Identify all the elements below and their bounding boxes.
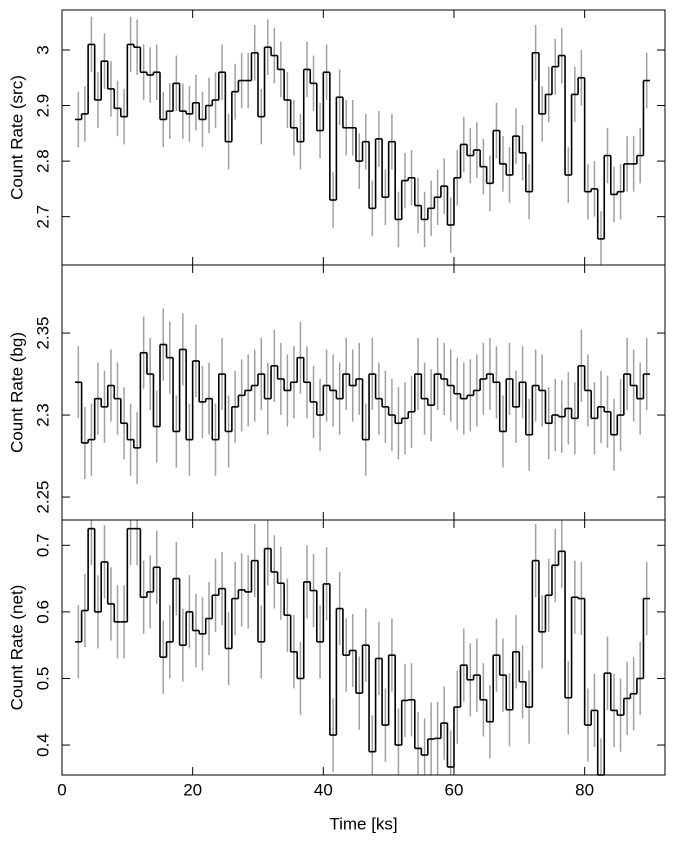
x-tick-label: 40 <box>314 780 333 799</box>
y-axis-label: Count Rate (src) <box>7 75 26 200</box>
y-tick-label: 3 <box>33 45 52 54</box>
y-tick-label: 2.8 <box>33 149 52 173</box>
x-tick-label: 20 <box>183 780 202 799</box>
y-axis-label: Count Rate (bg) <box>7 332 26 453</box>
plot-frame <box>61 519 666 776</box>
x-axis-label: Time [ks] <box>329 814 397 833</box>
y-tick-label: 2.9 <box>33 94 52 118</box>
x-tick-label: 60 <box>445 780 464 799</box>
plot-frame <box>61 9 666 266</box>
y-tick-label: 0.5 <box>33 667 52 691</box>
y-tick-label: 2.7 <box>33 205 52 229</box>
y-tick-label: 0.7 <box>33 533 52 557</box>
y-tick-label: 2.25 <box>33 480 52 513</box>
y-tick-label: 2.3 <box>33 403 52 427</box>
x-tick-label: 0 <box>57 780 66 799</box>
y-tick-label: 0.6 <box>33 600 52 624</box>
y-tick-label: 2.35 <box>33 317 52 350</box>
y-axis-label: Count Rate (net) <box>7 585 26 711</box>
x-tick-label: 80 <box>575 780 594 799</box>
y-tick-label: 0.4 <box>33 733 52 757</box>
